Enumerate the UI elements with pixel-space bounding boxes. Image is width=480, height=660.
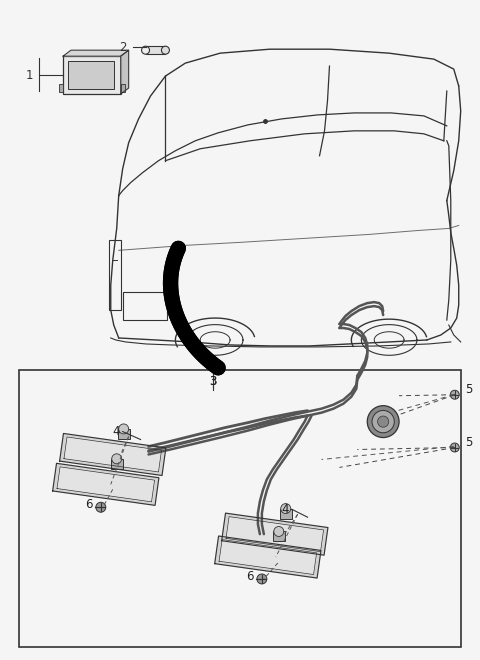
Bar bbox=[109, 240, 120, 310]
Bar bbox=[120, 84, 125, 92]
Polygon shape bbox=[120, 50, 129, 94]
Circle shape bbox=[96, 502, 106, 512]
Polygon shape bbox=[60, 434, 166, 475]
Polygon shape bbox=[63, 50, 129, 56]
Text: 4: 4 bbox=[281, 503, 288, 515]
Circle shape bbox=[257, 574, 267, 584]
Polygon shape bbox=[215, 536, 321, 578]
Bar bbox=[123, 292, 168, 320]
Circle shape bbox=[450, 443, 459, 452]
Polygon shape bbox=[226, 517, 324, 552]
Polygon shape bbox=[222, 513, 328, 555]
Circle shape bbox=[112, 454, 121, 464]
Text: 6: 6 bbox=[246, 570, 254, 583]
Text: 1: 1 bbox=[25, 69, 33, 82]
Circle shape bbox=[367, 406, 399, 438]
Text: 3: 3 bbox=[209, 376, 217, 388]
Circle shape bbox=[119, 424, 129, 434]
Ellipse shape bbox=[142, 46, 150, 54]
Text: 5: 5 bbox=[465, 383, 472, 396]
Polygon shape bbox=[57, 467, 155, 502]
Text: 6: 6 bbox=[85, 498, 93, 511]
Text: 3: 3 bbox=[209, 376, 217, 388]
Circle shape bbox=[281, 504, 291, 513]
Circle shape bbox=[378, 416, 389, 427]
Ellipse shape bbox=[161, 46, 169, 54]
Bar bbox=[145, 46, 166, 54]
Circle shape bbox=[450, 390, 459, 399]
Bar bbox=[19, 370, 461, 647]
Polygon shape bbox=[53, 463, 159, 506]
Circle shape bbox=[274, 527, 284, 537]
Circle shape bbox=[372, 411, 394, 433]
Bar bbox=[68, 61, 114, 89]
Bar bbox=[111, 459, 123, 469]
Bar bbox=[63, 56, 120, 94]
Bar bbox=[273, 531, 285, 541]
Text: 2: 2 bbox=[119, 41, 126, 53]
Text: 4: 4 bbox=[112, 425, 120, 438]
Bar bbox=[280, 509, 292, 519]
Text: 5: 5 bbox=[465, 436, 472, 449]
Polygon shape bbox=[64, 437, 162, 472]
Bar bbox=[118, 429, 130, 439]
Polygon shape bbox=[219, 539, 317, 575]
Bar bbox=[59, 84, 63, 92]
